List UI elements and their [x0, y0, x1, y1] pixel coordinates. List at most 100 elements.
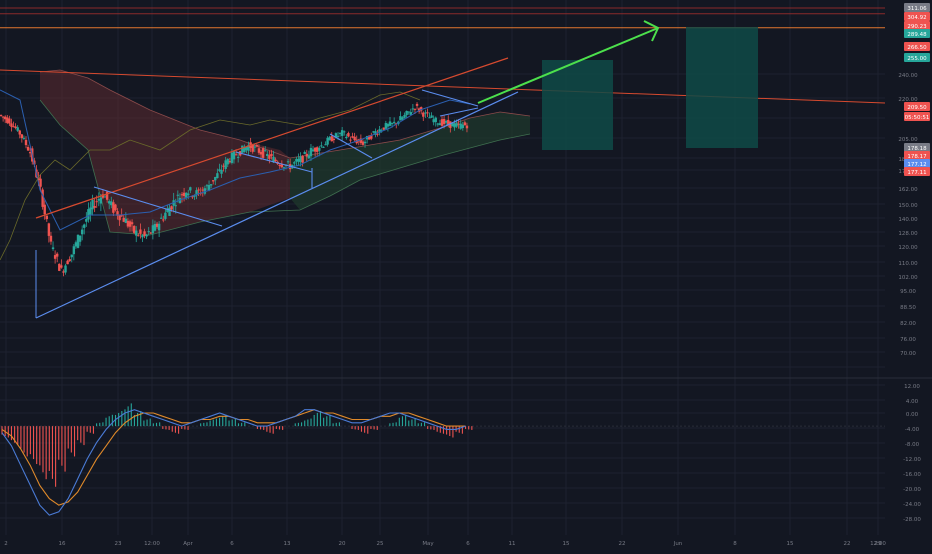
candle-body [343, 131, 346, 133]
candle-body [137, 235, 140, 237]
candle-body [180, 194, 184, 196]
price-badge-label: 178.18 [907, 146, 927, 152]
candle-body [62, 271, 65, 273]
candle-body [83, 224, 86, 228]
candle-body [363, 141, 367, 144]
candle-body [97, 199, 100, 201]
time-tick-label: Apr [183, 541, 193, 547]
time-tick-label: 2 [4, 541, 8, 547]
candle-body [216, 173, 219, 179]
price-badge [904, 159, 930, 168]
candle-body [201, 189, 204, 191]
price-tick-label: 240.00 [898, 73, 918, 79]
candle-body [155, 223, 159, 227]
candle-body [141, 235, 144, 238]
time-tick-label: 11 [509, 541, 516, 547]
target-zone-2[interactable] [686, 27, 758, 148]
candle-body [120, 215, 123, 217]
candle-body [328, 136, 331, 140]
candle-body [388, 121, 392, 126]
candle-body [18, 130, 21, 135]
candle-body [214, 176, 217, 181]
oscillator-tick-label: -24.00 [903, 502, 921, 508]
flag-line-6[interactable] [439, 107, 479, 117]
candle-body [318, 147, 321, 151]
candle-body [420, 107, 423, 111]
ascending-resistance-line[interactable] [35, 57, 509, 219]
oscillator-tick-label: -12.00 [903, 457, 921, 463]
candle-body [168, 207, 171, 216]
candle-body [245, 146, 248, 151]
candle-body [87, 209, 90, 220]
ascending-support-line[interactable] [35, 91, 519, 319]
candle-body [415, 103, 419, 106]
time-tick-label: 29 [875, 541, 882, 547]
candle-body [187, 193, 190, 196]
flag-line-5[interactable] [421, 89, 479, 107]
candle-body [66, 260, 69, 265]
candle-body [465, 125, 469, 129]
time-tick-label: 12:00 [870, 541, 886, 547]
candle-body [368, 135, 371, 140]
projection-arrowhead [643, 20, 660, 42]
candle-body [372, 131, 375, 133]
candle-body [307, 155, 311, 159]
candle-body [384, 123, 388, 129]
price-tick-label: 95.00 [900, 289, 916, 295]
candle-body [326, 137, 329, 145]
oscillator-tick-label: 12.00 [904, 384, 920, 390]
candle-body [157, 223, 161, 231]
candle-body [184, 192, 188, 198]
candle-body [278, 164, 281, 166]
candle-body [41, 189, 44, 207]
candle-body [37, 177, 40, 181]
flag-line-4[interactable] [329, 133, 373, 159]
time-tick-label: 8 [733, 541, 737, 547]
candle-body [70, 254, 73, 258]
candle-body [80, 229, 84, 235]
candle-body [447, 119, 450, 125]
price-badge-label: 177.12 [907, 162, 926, 168]
candle-body [251, 145, 254, 152]
price-tick-label: 88.50 [900, 305, 916, 311]
candle-body [405, 110, 408, 116]
candle-body [197, 189, 200, 191]
candle-body [6, 117, 9, 123]
candle-body [332, 138, 336, 141]
candle-body [103, 196, 107, 198]
candle-body [126, 220, 130, 227]
oscillator-tick-label: -28.00 [903, 517, 921, 523]
candle-body [434, 117, 437, 123]
candle-body [91, 199, 94, 210]
projection-arrow[interactable] [477, 27, 659, 104]
price-badge-label: 266.50 [907, 45, 927, 51]
candle-body [22, 137, 26, 139]
candle-body [205, 185, 209, 187]
candle-body [309, 147, 313, 157]
candle-body [392, 121, 396, 123]
candle-body [16, 127, 19, 131]
price-tick-label: 120.00 [898, 245, 918, 251]
time-tick-label: 6 [466, 541, 470, 547]
candle-body [432, 119, 435, 123]
price-badge [904, 102, 930, 111]
candle-body [264, 150, 267, 152]
candle-body [93, 205, 96, 208]
flag-line-1[interactable] [93, 186, 223, 227]
cloud-bearish [40, 70, 290, 235]
cloud-span-b [39, 99, 531, 236]
oscillator-tick-label: -16.00 [903, 472, 921, 478]
candle-body [85, 219, 88, 222]
candle-body [330, 136, 333, 142]
candle-body [95, 201, 98, 203]
candle-body [351, 136, 354, 138]
candle-body [39, 178, 42, 187]
oscillator-tick-label: 4.00 [906, 399, 919, 405]
candle-body [293, 162, 296, 164]
flag-line-2[interactable] [235, 151, 313, 173]
target-zone-1[interactable] [542, 60, 613, 150]
candle-body [316, 147, 319, 152]
candle-body [299, 156, 302, 163]
